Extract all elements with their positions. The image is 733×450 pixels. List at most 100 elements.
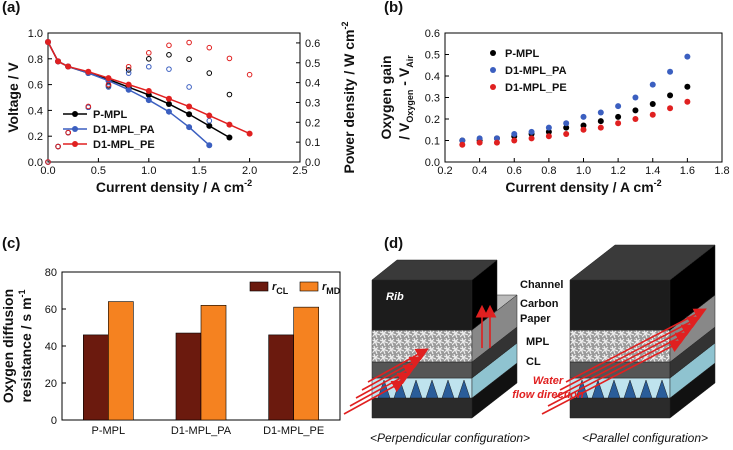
voltage-point — [246, 130, 253, 137]
axis-title: / VOxygen - VAir — [396, 55, 415, 140]
cone — [639, 379, 653, 399]
power-point — [186, 84, 192, 90]
point — [493, 135, 500, 142]
y2-tick-label: 0.4 — [305, 78, 320, 90]
y-tick-label: 0.4 — [425, 71, 440, 83]
voltage-point — [45, 39, 51, 46]
point — [528, 128, 535, 135]
point — [580, 113, 587, 120]
label-part: r — [272, 281, 277, 293]
label-part: - V — [396, 67, 412, 89]
point — [684, 53, 691, 60]
cone — [655, 379, 669, 399]
legend-label: P-MPL — [93, 109, 128, 121]
x-tick-label: 1.4 — [645, 165, 660, 177]
power-point — [166, 42, 172, 49]
voltage-point — [186, 124, 193, 131]
stack — [343, 259, 518, 419]
caption: <Perpendicular configuration> — [370, 431, 530, 445]
power-point — [166, 52, 172, 58]
flow-arrow — [367, 348, 429, 383]
layer-label: Carbon — [520, 298, 559, 310]
voltage-point — [186, 103, 193, 110]
bar — [293, 306, 319, 421]
panel-label: (b) — [384, 0, 403, 16]
point — [649, 111, 656, 118]
voltage-point — [206, 112, 213, 119]
y-tick-label: 80 — [45, 267, 57, 279]
flow-arrow — [559, 316, 701, 391]
axis-title: Power density / W cm-2 — [340, 22, 357, 174]
voltage-point — [186, 111, 193, 118]
cone — [409, 379, 423, 399]
power-point — [125, 67, 132, 73]
point — [615, 120, 622, 127]
voltage-line — [47, 41, 250, 135]
rib-top — [569, 244, 716, 281]
x-tick-label: 1.6 — [680, 165, 695, 177]
point — [545, 128, 552, 135]
point — [476, 139, 483, 146]
point — [476, 135, 483, 142]
label-part: resistance / s m — [18, 297, 34, 402]
label-part: Current density / A cm — [96, 179, 244, 195]
x-tick-label: 0.8 — [541, 165, 556, 177]
point — [545, 124, 552, 131]
voltage-point — [105, 75, 112, 82]
power-point — [65, 129, 71, 136]
y-tick-label: 0.6 — [28, 80, 43, 92]
x-tick-label: P-MPL — [92, 425, 126, 437]
cone — [457, 379, 471, 399]
y-tick-label: 0.1 — [425, 136, 440, 148]
base — [371, 397, 473, 419]
y-tick-label: 0.2 — [28, 131, 43, 143]
water-label: Water — [533, 375, 564, 387]
cone — [441, 379, 455, 399]
voltage-point — [206, 122, 213, 129]
rib-top — [371, 259, 498, 281]
legend-swatch — [249, 281, 269, 292]
label-part: Current density / A cm — [505, 179, 653, 195]
flow-arrow — [355, 364, 417, 399]
power-point — [45, 159, 51, 165]
point — [545, 133, 552, 140]
x-tick-label: D1-MPL_PE — [263, 425, 324, 437]
legend-label: D1-MPL_PA — [505, 65, 567, 77]
bar — [200, 304, 227, 421]
label-part: Oxygen diffusion — [0, 289, 16, 403]
point — [511, 131, 518, 138]
point — [632, 116, 639, 122]
point — [649, 81, 656, 88]
y2-tick-label: 0.2 — [305, 117, 320, 129]
voltage-point — [55, 58, 62, 65]
point — [649, 100, 656, 107]
bar — [108, 301, 134, 421]
power-point — [85, 103, 92, 110]
y-tick-label: 60 — [45, 304, 57, 316]
point — [667, 68, 674, 75]
legend-marker — [72, 141, 78, 147]
point — [684, 83, 691, 90]
label-part: Air — [405, 55, 415, 68]
point — [615, 103, 622, 110]
axis-title: Voltage / V — [5, 62, 21, 133]
bar — [175, 332, 202, 421]
carbon-layer — [371, 329, 473, 363]
plot-frame — [444, 32, 723, 163]
label-part: -2 — [654, 178, 662, 188]
point — [667, 105, 674, 112]
power-point — [105, 81, 112, 88]
power-point — [186, 39, 192, 46]
axis-title: Current density / A cm-2 — [96, 178, 252, 195]
legend-swatch — [299, 281, 319, 292]
y-tick-label: 0 — [51, 415, 57, 427]
x-tick-label: 0.6 — [507, 165, 522, 177]
x-tick-label: 1.8 — [714, 165, 729, 177]
x-tick-label: 1.5 — [192, 165, 207, 177]
power-point — [226, 55, 233, 62]
x-tick-label: 2.0 — [242, 165, 257, 177]
power-point — [186, 56, 192, 62]
power-point — [105, 84, 112, 90]
plot-frame — [47, 32, 301, 163]
water-label: flow direction — [512, 389, 584, 401]
